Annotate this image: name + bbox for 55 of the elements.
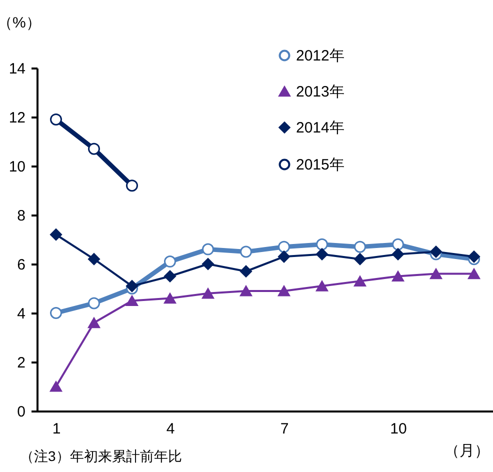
- point: [50, 307, 62, 319]
- point: [430, 246, 442, 258]
- point: [278, 286, 290, 296]
- point: [316, 248, 328, 260]
- point: [50, 113, 62, 126]
- y-tick-label: 0: [17, 404, 26, 420]
- point: [354, 276, 366, 286]
- point: [88, 318, 100, 328]
- point: [126, 295, 138, 306]
- x-axis-title: （月）: [444, 442, 490, 460]
- y-tick-label: 2: [17, 354, 26, 372]
- point: [468, 268, 480, 280]
- point: [126, 280, 138, 292]
- x-tick-label: 10: [390, 420, 407, 438]
- point: [392, 270, 404, 282]
- point: [354, 240, 366, 253]
- point: [88, 297, 100, 310]
- point: [88, 253, 100, 266]
- y-tick-label: 12: [8, 110, 26, 126]
- point: [316, 280, 328, 292]
- legend-label: 2015年: [296, 156, 344, 174]
- point: [50, 381, 62, 392]
- point: [164, 293, 176, 304]
- point: [164, 270, 176, 282]
- y-axis-title: （%）: [0, 14, 41, 32]
- text: （注3）年初来累計前年比: [20, 448, 182, 466]
- y-tick-label: 14: [8, 60, 26, 78]
- point: [50, 228, 62, 241]
- y-tick-label: 10: [8, 158, 26, 176]
- y-tick-label: 4: [17, 306, 26, 322]
- point: [278, 250, 290, 263]
- x-tick-label: 7: [280, 420, 289, 438]
- point: [240, 265, 252, 278]
- point: [392, 248, 404, 260]
- legend-label: 2014年: [296, 120, 344, 136]
- x-tick-label: 1: [52, 420, 61, 438]
- legend-label: 2013年: [296, 84, 344, 100]
- point: [316, 238, 328, 250]
- point: [468, 250, 480, 263]
- point: [202, 243, 214, 256]
- point: [126, 180, 138, 192]
- point: [278, 240, 290, 253]
- point: [88, 142, 100, 155]
- y-tick-label: 6: [17, 256, 26, 274]
- point: [202, 258, 214, 270]
- point: [392, 238, 404, 250]
- point: [430, 268, 442, 280]
- x-tick-label: 4: [166, 420, 175, 438]
- point: [202, 288, 214, 299]
- point: [240, 246, 252, 258]
- legend-label: 2012年: [296, 48, 344, 64]
- point: [240, 286, 252, 296]
- y-tick-label: 8: [17, 208, 26, 224]
- point: [164, 256, 176, 268]
- point: [354, 253, 366, 266]
